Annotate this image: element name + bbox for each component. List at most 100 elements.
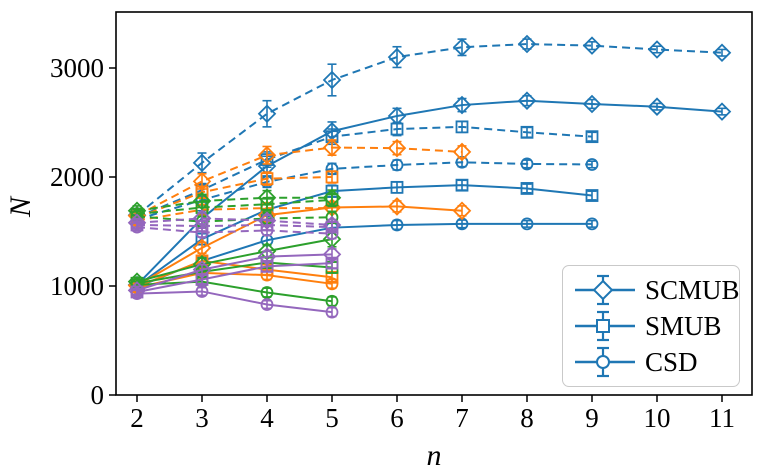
series-CSD-blue-solid-line — [136, 222, 592, 289]
x-tick-label: 4 — [260, 403, 274, 433]
series-CSD-blue-dashed-circle-marker — [390, 158, 404, 172]
y-axis-label: N — [4, 195, 37, 218]
series-SCMUB-blue-solid-line — [136, 99, 723, 286]
series-CSD-orange-solid-circle-marker — [325, 277, 339, 291]
series-SMUB-green-dashed-line — [136, 198, 333, 216]
series-CSD-purple-dashed-line — [136, 226, 333, 235]
series-SCMUB-blue-dashed-diamond-marker — [322, 70, 342, 90]
series-SCMUB-orange-dashed-line — [136, 146, 463, 217]
x-tick-label: 8 — [520, 403, 534, 433]
series-SMUB-purple-solid-line — [136, 262, 333, 293]
series-SMUB-blue-solid-square-marker — [390, 180, 404, 194]
series-SCMUB-orange-dashed-diamond-marker — [257, 145, 277, 165]
series-SMUB-blue-solid-line — [136, 184, 593, 287]
series-CSD-purple-dashed-circle-marker — [130, 220, 144, 234]
series-SCMUB-blue-dashed-diamond-marker — [712, 43, 732, 63]
legend-item-smub: SMUB — [573, 308, 731, 344]
series-CSD-green-solid-line — [136, 280, 333, 303]
series-SMUB-purple-solid-square-marker — [260, 259, 274, 273]
series-SMUB-green-dashed-square-marker — [325, 193, 339, 207]
series-SMUB-green-dashed-square-marker — [260, 197, 274, 211]
x-tick-label: 9 — [585, 403, 599, 433]
series-SMUB-blue-dashed-square-marker — [585, 130, 599, 144]
series-CSD-orange-dashed-line — [136, 207, 332, 222]
series-SMUB-orange-dashed-square-marker — [325, 170, 339, 184]
series-SCMUB-blue-solid-diamond-marker — [712, 102, 732, 121]
series-CSD-purple-dashed-circle-marker — [260, 224, 274, 237]
x-tick-label: 10 — [644, 403, 671, 433]
series-SMUB-purple-solid-square-marker — [325, 256, 339, 270]
series-SMUB-blue-dashed-square-marker — [390, 122, 404, 136]
series-SCMUB-green-solid-line — [136, 238, 333, 283]
series-CSD-purple-solid-circle-marker — [325, 305, 339, 319]
series-SCMUB-orange-dashed-diamond-marker — [322, 138, 342, 157]
series-CSD-purple-solid-line — [136, 290, 333, 314]
series-SCMUB-blue-dashed-diamond-marker — [647, 40, 667, 59]
x-tick-label: 3 — [195, 403, 209, 433]
series-CSD-blue-solid-circle-marker — [585, 217, 599, 231]
series-CSD-blue-dashed-circle-marker — [520, 157, 534, 171]
series-SCMUB-blue-solid-diamond-marker — [647, 97, 667, 116]
y-tick-label: 3000 — [50, 53, 104, 83]
series-SCMUB-purple-solid-line — [136, 253, 333, 292]
series-SCMUB-blue-dashed-diamond-marker — [517, 34, 537, 54]
scmub-diamond-marker-icon — [575, 274, 635, 306]
series-SCMUB-blue-dashed-diamond-marker — [192, 153, 212, 173]
legend-item-scmub: SCMUB — [573, 272, 740, 308]
series-SMUB-blue-dashed-square-marker — [455, 120, 469, 134]
series-SCMUB-blue-solid-diamond-marker — [452, 95, 472, 115]
series-CSD-blue-solid-circle-marker — [390, 218, 404, 232]
axes-frame — [115, 11, 753, 396]
legend-item-csd: CSD — [573, 344, 731, 380]
y-tick-label: 2000 — [50, 162, 104, 192]
csd-circle-marker-icon — [575, 346, 635, 378]
series-SMUB-orange-dashed-square-marker — [260, 172, 274, 186]
series-CSD-blue-dashed-circle-marker — [585, 158, 599, 171]
x-tick-label: 6 — [390, 403, 404, 433]
series-SCMUB-orange-solid-diamond-marker — [387, 197, 407, 216]
series-SCMUB-orange-solid-diamond-marker — [452, 201, 472, 221]
series-SMUB-purple-dashed-line — [136, 223, 333, 229]
series-SMUB-blue-dashed-line — [136, 125, 593, 219]
series-SCMUB-orange-dashed-diamond-marker — [387, 138, 407, 158]
series-SCMUB-blue-dashed-diamond-marker — [257, 104, 277, 124]
series-SCMUB-purple-dashed-line — [136, 217, 333, 226]
legend-box: SCMUB SMUB CSD — [562, 265, 740, 387]
x-tick-label: 2 — [130, 403, 144, 433]
series-SMUB-purple-solid-square-marker — [195, 273, 209, 286]
series-SMUB-blue-solid-square-marker — [520, 182, 534, 195]
series-CSD-purple-solid-circle-marker — [260, 298, 274, 311]
legend-circle-marker — [596, 355, 610, 369]
series-CSD-purple-solid-circle-marker — [195, 285, 209, 298]
series-SCMUB-green-dashed-line — [136, 196, 332, 212]
series-SCMUB-blue-dashed-diamond-marker — [387, 47, 407, 67]
series-SCMUB-blue-dashed-line — [136, 43, 723, 216]
series-CSD-purple-solid-circle-marker — [130, 287, 144, 301]
series-SCMUB-blue-solid-diamond-marker — [582, 94, 602, 114]
series-SCMUB-orange-solid-line — [136, 205, 463, 287]
series-CSD-purple-dashed-circle-marker — [195, 226, 209, 239]
legend-square-marker — [596, 319, 610, 333]
x-tick-label: 11 — [709, 403, 735, 433]
y-tick-label: 0 — [91, 380, 105, 410]
x-tick-label: 5 — [325, 403, 339, 433]
legend-label-csd: CSD — [645, 346, 698, 377]
series-SCMUB-blue-dashed-diamond-marker — [452, 38, 472, 57]
series-SMUB-blue-dashed-square-marker — [520, 125, 534, 139]
legend-diamond-marker — [592, 279, 614, 301]
series-SMUB-blue-solid-square-marker — [455, 178, 469, 192]
legend-label-scmub: SCMUB — [645, 274, 740, 305]
series-CSD-purple-dashed-circle-marker — [325, 227, 339, 241]
x-axis-label: n — [427, 439, 442, 472]
legend-label-smub: SMUB — [645, 310, 722, 341]
series-SCMUB-orange-dashed-diamond-marker — [452, 142, 472, 162]
series-CSD-green-solid-circle-marker — [260, 286, 274, 299]
series-SCMUB-blue-solid-diamond-marker — [517, 91, 537, 110]
series-SMUB-blue-solid-square-marker — [585, 189, 599, 202]
series-SCMUB-blue-dashed-diamond-marker — [582, 36, 602, 55]
y-tick-label: 1000 — [50, 271, 104, 301]
smub-square-marker-icon — [575, 310, 635, 342]
x-tick-label: 7 — [455, 403, 469, 433]
